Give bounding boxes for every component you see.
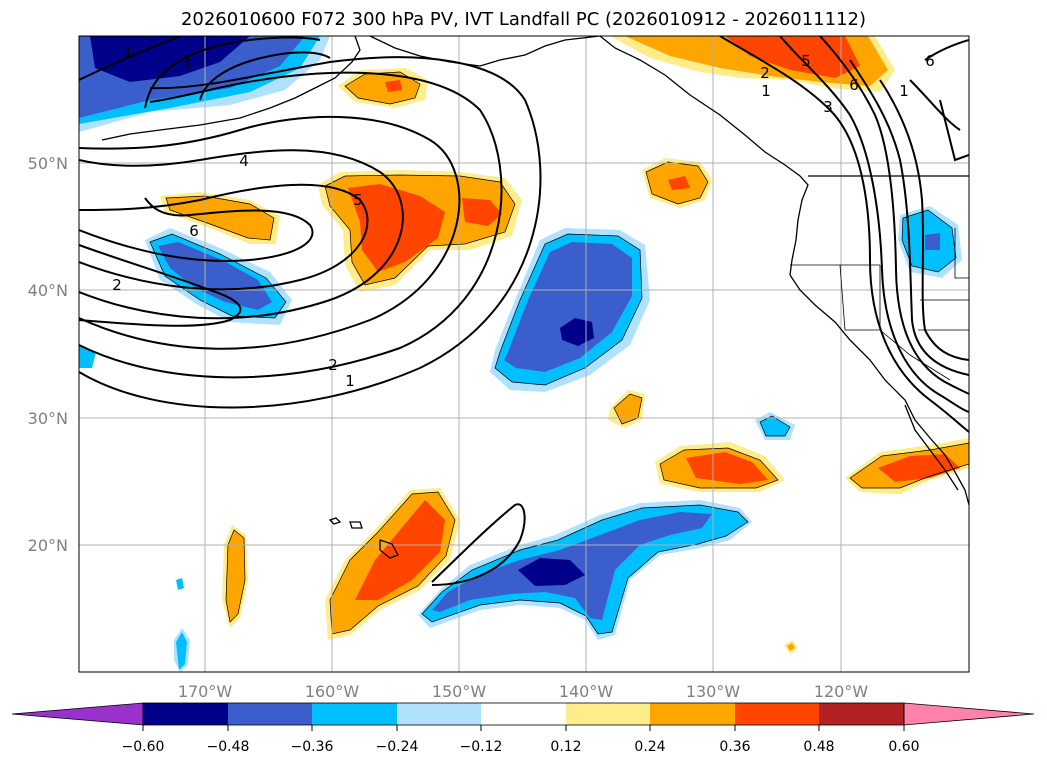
pv-contour-label: 5 [353,191,363,209]
lon-tick-label: 170°W [178,682,233,701]
pv-contour-label: 2 [328,356,338,374]
colorbar-bin [566,703,650,725]
colorbar-bin [397,703,481,725]
lon-tick-label: 160°W [305,682,360,701]
lat-tick-label: 20°N [28,536,68,555]
plot-title: 2026010600 F072 300 hPa PV, IVT Landfall… [180,9,867,30]
pv-contour-label: 2 [112,276,122,294]
gridlines [79,36,969,672]
pv-contour-label: 3 [823,98,833,116]
ivt-shading [79,36,969,672]
pv-contour-label: 1 [345,372,355,390]
pv-contour-label: 6 [925,52,935,70]
pv-contour-label: 3 [181,54,191,72]
pv-contour-label: 1 [123,44,133,62]
colorbar-tick-label: 0.24 [634,739,665,755]
lon-tick-label: 150°W [432,682,487,701]
colorbar-bin [143,703,228,725]
pv-contours [79,36,969,586]
colorbar-bin [481,703,566,725]
pv-contour-labels: 1 2 4 5 6 1 3 5 6 6 1 2 1 3 2 [112,44,935,390]
pv-contour-label: 4 [239,152,249,170]
colorbar-tick-label: 0.60 [888,739,919,755]
colorbar-tick-label: −0.48 [207,739,250,755]
colorbar-bin [650,703,735,725]
colorbar-tick-label: 0.48 [803,739,834,755]
lon-tick-label: 140°W [559,682,614,701]
colorbar-extend-max [903,702,1035,726]
lon-tick-label: 130°W [686,682,741,701]
lat-tick-label: 30°N [28,409,68,428]
colorbar-tick-label: −0.12 [460,739,503,755]
lon-tick-label: 120°W [814,682,869,701]
colorbar-tick-label: −0.24 [376,739,419,755]
lat-tick-labels: 50°N 40°N 30°N 20°N [28,154,68,555]
colorbar-bin [228,703,312,725]
colorbar-tick-label: 0.36 [719,739,750,755]
map-area: 1 2 4 5 6 1 3 5 6 6 1 2 1 3 2 [79,36,969,672]
pv-contour-label: 1 [761,82,771,100]
colorbar-extend-min [11,702,144,726]
map-frame [78,35,970,673]
lon-tick-labels: 170°W 160°W 150°W 140°W 130°W 120°W [178,682,869,701]
lat-tick-label: 50°N [28,154,68,173]
colorbar-bin [735,703,819,725]
colorbar: −0.60 −0.48 −0.36 −0.24 −0.12 0.12 0.24 … [11,702,1035,755]
colorbar-tick-label: 0.12 [550,739,581,755]
colorbar-bin [312,703,397,725]
pv-contour-label: 1 [899,82,909,100]
lat-tick-label: 40°N [28,281,68,300]
pv-contour-label: 6 [849,76,859,94]
colorbar-tick-label: −0.36 [291,739,334,755]
pv-contour-label: 5 [801,52,811,70]
pv-contour-label: 6 [189,222,199,240]
pv-contour-label: 2 [760,64,770,82]
coastlines [101,36,969,559]
colorbar-bin [819,703,904,725]
colorbar-tick-label: −0.60 [122,739,165,755]
